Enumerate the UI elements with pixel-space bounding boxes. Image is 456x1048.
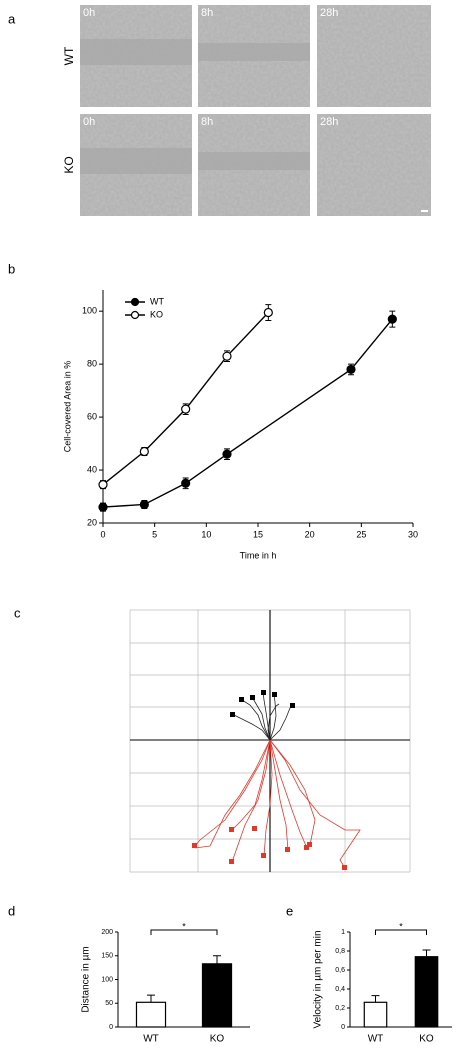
marker	[139, 446, 149, 457]
y-tick-label: 0,6	[335, 967, 345, 974]
y-tick-label: 200	[101, 929, 113, 936]
marker	[181, 478, 191, 488]
y-tick-label: 0,2	[335, 1005, 345, 1012]
marker	[263, 307, 273, 318]
wound-gap	[198, 43, 310, 61]
time-label: 0h	[83, 116, 95, 128]
panel-label: a	[8, 11, 16, 26]
wt-endpoints	[230, 690, 295, 717]
trajectory-plot	[129, 609, 411, 873]
panel-label: b	[8, 261, 15, 276]
panel-label: d	[8, 903, 15, 918]
x-tick-label: 10	[201, 529, 211, 539]
panel-label: c	[14, 605, 21, 620]
x-tick-label: 30	[408, 529, 418, 539]
y-tick-label: 0	[341, 1024, 345, 1031]
series-line	[102, 312, 269, 486]
marker	[222, 351, 232, 361]
x-tick-label: 20	[305, 529, 315, 539]
ko-tracks	[194, 739, 361, 869]
series-line	[102, 318, 393, 508]
y-tick-label: 0,4	[335, 986, 345, 993]
marker	[222, 449, 232, 459]
y-tick-label: 100	[101, 976, 113, 983]
bar	[135, 1001, 167, 1028]
x-tick-label: KO	[210, 1034, 225, 1045]
y-tick-label: 0,8	[335, 948, 345, 955]
time-label: 0h	[83, 7, 95, 19]
y-tick-label: 80	[87, 359, 97, 369]
x-tick-label: 15	[253, 529, 263, 539]
x-tick-label: 0	[100, 529, 105, 539]
micrograph-texture	[317, 5, 431, 107]
y-tick-label: 20	[87, 517, 97, 527]
time-label: 8h	[201, 116, 213, 128]
row-label: KO	[62, 156, 76, 173]
row-label: WT	[62, 46, 76, 65]
error-bar	[371, 995, 380, 1003]
significance-label: *	[399, 921, 403, 931]
x-axis-title: Time in h	[240, 550, 277, 560]
y-axis-title: Velocity in µm per min	[313, 930, 324, 1028]
legend-marker	[130, 297, 140, 307]
marker	[98, 502, 108, 512]
y-tick-label: 50	[105, 1000, 113, 1007]
y-axis-title: Distance in µm	[81, 946, 92, 1012]
y-tick-label: 1	[341, 929, 345, 936]
marker	[181, 404, 191, 414]
bar	[414, 956, 439, 1028]
ko-endpoints	[192, 826, 347, 870]
y-tick-label: 60	[87, 411, 97, 421]
marker	[346, 364, 356, 375]
significance-label: *	[182, 921, 186, 931]
x-tick-label: 25	[356, 529, 366, 539]
error-bar	[147, 994, 155, 1003]
bar	[201, 963, 233, 1028]
marker	[139, 499, 149, 510]
x-tick-label: WT	[143, 1034, 159, 1045]
wound-gap	[80, 39, 192, 65]
panel-label: e	[286, 903, 293, 918]
marker	[98, 480, 108, 490]
time-label: 8h	[201, 7, 213, 19]
marker	[387, 314, 397, 324]
wound-gap	[80, 148, 192, 174]
x-tick-label: KO	[419, 1034, 434, 1045]
bar	[363, 1001, 388, 1028]
micrograph-texture	[317, 114, 431, 216]
legend-label: KO	[150, 309, 163, 319]
wt-tracks	[231, 691, 293, 741]
time-label: 28h	[320, 7, 338, 19]
y-tick-label: 40	[87, 464, 97, 474]
x-tick-label: WT	[368, 1034, 384, 1045]
significance-bracket	[375, 929, 427, 935]
significance-bracket	[150, 929, 218, 935]
error-bar	[213, 955, 221, 964]
legend-label: WT	[150, 296, 164, 306]
error-bar	[422, 949, 431, 957]
y-tick-label: 100	[82, 306, 97, 316]
wound-gap	[198, 152, 310, 170]
y-tick-label: 150	[101, 953, 113, 960]
time-label: 28h	[320, 116, 338, 128]
y-axis-title: Cell-covered Area in %	[62, 361, 72, 453]
x-tick-label: 5	[152, 529, 157, 539]
legend-marker	[130, 310, 140, 320]
y-tick-label: 0	[109, 1024, 113, 1031]
